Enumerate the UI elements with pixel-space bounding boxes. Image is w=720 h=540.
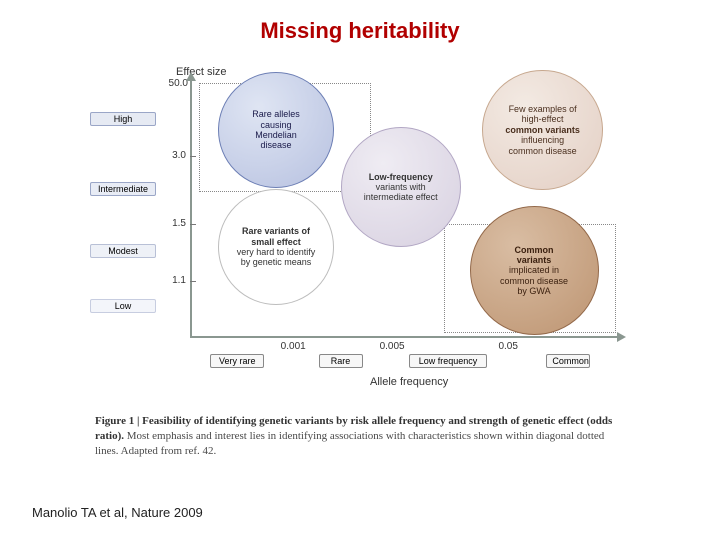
y-category-box: Intermediate (90, 182, 156, 196)
y-category-box: Modest (90, 244, 156, 258)
y-axis-arrow-icon (186, 72, 196, 81)
x-category-box: Very rare (210, 354, 264, 368)
citation-text: Manolio TA et al, Nature 2009 (32, 505, 203, 520)
bubble-gwa: Commonvariantsimplicated incommon diseas… (470, 206, 599, 335)
x-axis-arrow-icon (617, 332, 626, 342)
x-tick-label: 0.001 (278, 341, 308, 352)
y-axis-line (190, 78, 192, 338)
bubble-label: Commonvariantsimplicated incommon diseas… (500, 245, 568, 297)
x-category-box: Common (546, 354, 590, 368)
y-category-box: Low (90, 299, 156, 313)
bubble-high-effect-common: Few examples ofhigh-effectcommon variant… (482, 70, 602, 190)
y-tick (190, 281, 196, 282)
y-tick-label: 1.5 (164, 218, 186, 229)
bubble-lowfreq: Low-frequencyvariants withintermediate e… (341, 127, 461, 247)
bubble-label: Rare variants ofsmall effectvery hard to… (237, 226, 316, 267)
bubble-rare-small: Rare variants ofsmall effectvery hard to… (218, 189, 334, 305)
title-text: Missing heritability (260, 18, 459, 43)
x-tick-label: 0.05 (493, 341, 523, 352)
y-tick-label: 1.1 (164, 275, 186, 286)
x-axis-line (190, 336, 620, 338)
slide-title: Missing heritability (0, 18, 720, 44)
figure-caption: Figure 1 | Feasibility of identifying ge… (95, 414, 625, 459)
plot-area: Rare allelescausingMendeliandisease Low-f… (190, 78, 620, 338)
y-tick (190, 224, 196, 225)
y-tick (190, 156, 196, 157)
x-tick-label: 0.005 (377, 341, 407, 352)
y-tick-label: 3.0 (164, 150, 186, 161)
bubble-label: Low-frequencyvariants withintermediate e… (364, 172, 438, 203)
y-axis-label: Effect size (176, 66, 227, 78)
x-category-box: Low frequency (409, 354, 487, 368)
x-axis-label: Allele frequency (370, 376, 448, 388)
bubble-label: Few examples ofhigh-effectcommon variant… (505, 104, 580, 156)
bubble-label: Rare allelescausingMendeliandisease (252, 109, 300, 150)
x-category-box: Rare (319, 354, 363, 368)
figure-area: Effect size 50.0 Rare allelescausingMend… (90, 68, 630, 388)
bubble-mendelian: Rare allelescausingMendeliandisease (218, 72, 334, 188)
y-axis-top-value: 50.0 (164, 78, 188, 89)
caption-body: Most emphasis and interest lies in ident… (95, 430, 604, 457)
y-category-box: High (90, 112, 156, 126)
